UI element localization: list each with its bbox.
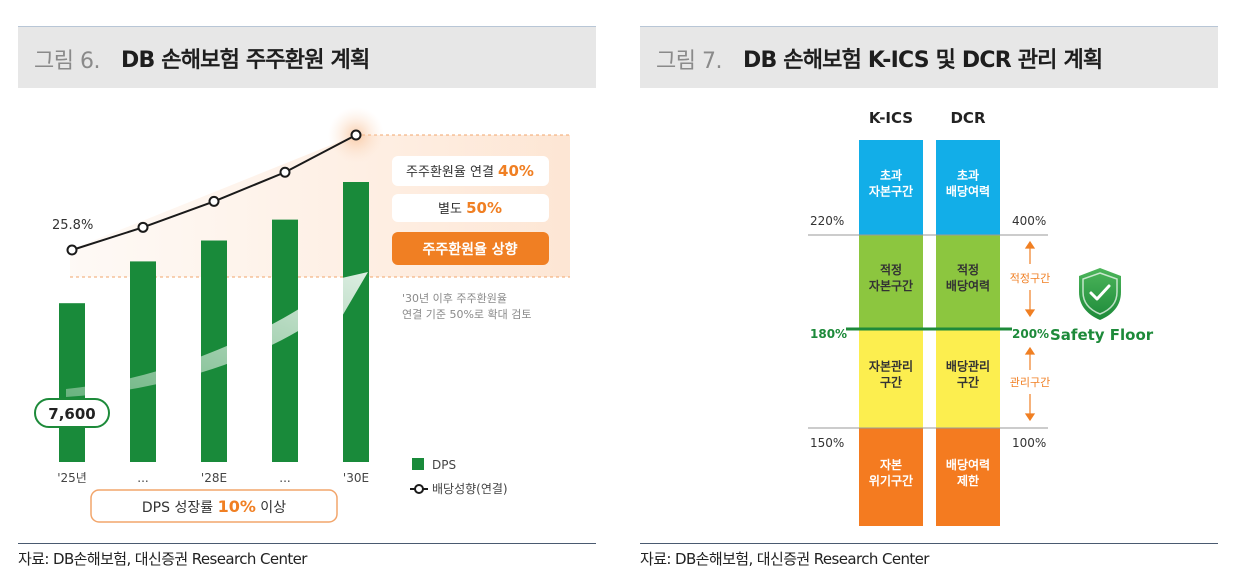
legend-dps-label: DPS bbox=[432, 458, 456, 472]
x-tick-label: ... bbox=[279, 471, 290, 485]
side-label-management: 관리구간 bbox=[1010, 376, 1050, 389]
figure-6-chart: 25.8% 7,600 '25년... '28E... '30E 주주환원율 연결 … bbox=[34, 107, 570, 523]
callout-box-1-prefix: 주주환원율 연결 bbox=[406, 165, 498, 180]
callout-box-2-value: 50% bbox=[466, 199, 502, 217]
figure-6-panel: 그림 6. DB 손해보험 주주환원 계획 25. bbox=[18, 0, 596, 576]
callout-box-2 bbox=[392, 194, 549, 222]
figure-7-title: DB 손해보험 K-ICS 및 DCR 관리 계획 bbox=[743, 48, 1103, 73]
dps-growth-value: 10% bbox=[218, 497, 256, 516]
dps-growth-prefix: DPS 성장률 bbox=[142, 500, 218, 516]
dcr-zone-label: 제한 bbox=[957, 473, 979, 488]
kics-zone-block bbox=[859, 235, 923, 329]
x-tick-label: ... bbox=[137, 471, 148, 485]
dps-bar bbox=[130, 261, 156, 462]
dcr-zone-label: 배당관리 bbox=[946, 359, 990, 374]
col-header-dcr: DCR bbox=[950, 109, 985, 127]
dcr-threshold-100: 100% bbox=[1012, 436, 1046, 450]
figure-7-source: 자료: DB손해보험, 대신증권 Research Center bbox=[640, 543, 1218, 569]
kics-threshold-220: 220% bbox=[810, 214, 844, 228]
growth-arrow bbox=[66, 272, 368, 397]
kics-zone-label: 위기구간 bbox=[869, 473, 913, 488]
legend-line-marker bbox=[414, 484, 424, 494]
figure-6-title-bar: 그림 6. DB 손해보험 주주환원 계획 bbox=[18, 26, 596, 88]
kics-zone-label: 구간 bbox=[880, 375, 902, 390]
callout-box-2-prefix: 별도 bbox=[438, 202, 466, 217]
dcr-zone-block bbox=[936, 428, 1000, 526]
payout-ratio-point bbox=[66, 244, 78, 256]
kics-zone-block bbox=[859, 140, 923, 235]
dps-growth-suffix: 이상 bbox=[256, 500, 286, 516]
callout-box-2-text: 별도 50% bbox=[438, 199, 502, 217]
kics-zone-label: 자본구간 bbox=[869, 184, 913, 199]
dcr-zone-block bbox=[936, 235, 1000, 329]
dcr-zone-label: 구간 bbox=[957, 375, 979, 390]
figure-7-panel: 그림 7. DB 손해보험 K-ICS 및 DCR 관리 계획 K-ICS DC… bbox=[640, 0, 1218, 576]
payout-ratio-point bbox=[279, 166, 291, 178]
figure-7-title-bar: 그림 7. DB 손해보험 K-ICS 및 DCR 관리 계획 bbox=[640, 26, 1218, 88]
dcr-threshold-200: 200% bbox=[1012, 327, 1049, 341]
callout-box-3 bbox=[392, 232, 549, 265]
payout-data-label: 25.8% bbox=[52, 218, 93, 233]
dps-bar bbox=[59, 303, 85, 462]
dps-label-pill bbox=[34, 398, 110, 428]
payout-ratio-point bbox=[350, 129, 362, 141]
col-header-kics: K-ICS bbox=[869, 109, 913, 127]
dps-data-label: 7,600 bbox=[48, 405, 95, 423]
payout-ratio-point bbox=[208, 195, 220, 207]
adequate-zone-arrow bbox=[1024, 240, 1036, 318]
legend-dps-swatch bbox=[412, 458, 424, 470]
dcr-zone-block bbox=[936, 140, 1000, 235]
dcr-zone-block bbox=[936, 329, 1000, 428]
dcr-zone-label: 배당여력 bbox=[946, 184, 990, 199]
safety-floor-label: Safety Floor bbox=[1050, 326, 1154, 344]
dcr-zone-label: 적정 bbox=[957, 262, 979, 277]
kics-threshold-180: 180% bbox=[810, 327, 847, 341]
kics-zone-label: 초과 bbox=[880, 168, 902, 183]
dps-growth-text: DPS 성장률 10% 이상 bbox=[142, 497, 286, 516]
callout-box-1 bbox=[392, 156, 549, 186]
dps-growth-pill bbox=[90, 489, 338, 523]
dcr-threshold-400: 400% bbox=[1012, 214, 1046, 228]
dps-bar bbox=[343, 182, 369, 462]
x-tick-label: '28E bbox=[201, 471, 227, 485]
kics-zone-label: 자본관리 bbox=[869, 359, 913, 374]
callout-box-3-text: 주주환원율 상향 bbox=[422, 241, 517, 258]
callout-box-1-value: 40% bbox=[498, 162, 534, 180]
kics-zone-label: 적정 bbox=[880, 262, 902, 277]
x-tick-label: '25년 bbox=[57, 471, 87, 485]
side-label-adequate: 적정구간 bbox=[1010, 272, 1050, 285]
x-tick-label: '30E bbox=[343, 471, 369, 485]
note-line-2: 연결 기준 50%로 확대 검토 bbox=[402, 308, 532, 321]
dcr-zone-label: 배당여력 bbox=[946, 278, 990, 293]
legend-line-label: 배당성향(연결) bbox=[432, 482, 508, 496]
kics-threshold-150: 150% bbox=[810, 436, 844, 450]
figure-6-number: 그림 6. bbox=[34, 49, 100, 74]
kics-zone-block bbox=[859, 329, 923, 428]
figure-7-number: 그림 7. bbox=[656, 49, 722, 74]
figure-6-title: DB 손해보험 주주환원 계획 bbox=[121, 48, 370, 73]
callout-box-1-text: 주주환원율 연결 40% bbox=[406, 162, 534, 180]
management-zone-arrow bbox=[1024, 346, 1036, 422]
figure-7-chart: K-ICS DCR 초과자본구간초과배당여력적정자본구간적정배당여력자본관리구간… bbox=[808, 109, 1154, 526]
note-line-1: '30년 이후 주주환원율 bbox=[402, 292, 507, 305]
kics-zone-label: 자본구간 bbox=[869, 278, 913, 293]
payout-ratio-point bbox=[137, 221, 149, 233]
figure-6-source: 자료: DB손해보험, 대신증권 Research Center bbox=[18, 543, 596, 569]
shield-check-icon bbox=[1079, 268, 1121, 320]
kics-zone-label: 자본 bbox=[880, 457, 902, 472]
dcr-zone-label: 초과 bbox=[957, 168, 979, 183]
dcr-zone-label: 배당여력 bbox=[946, 457, 990, 472]
kics-zone-block bbox=[859, 428, 923, 526]
